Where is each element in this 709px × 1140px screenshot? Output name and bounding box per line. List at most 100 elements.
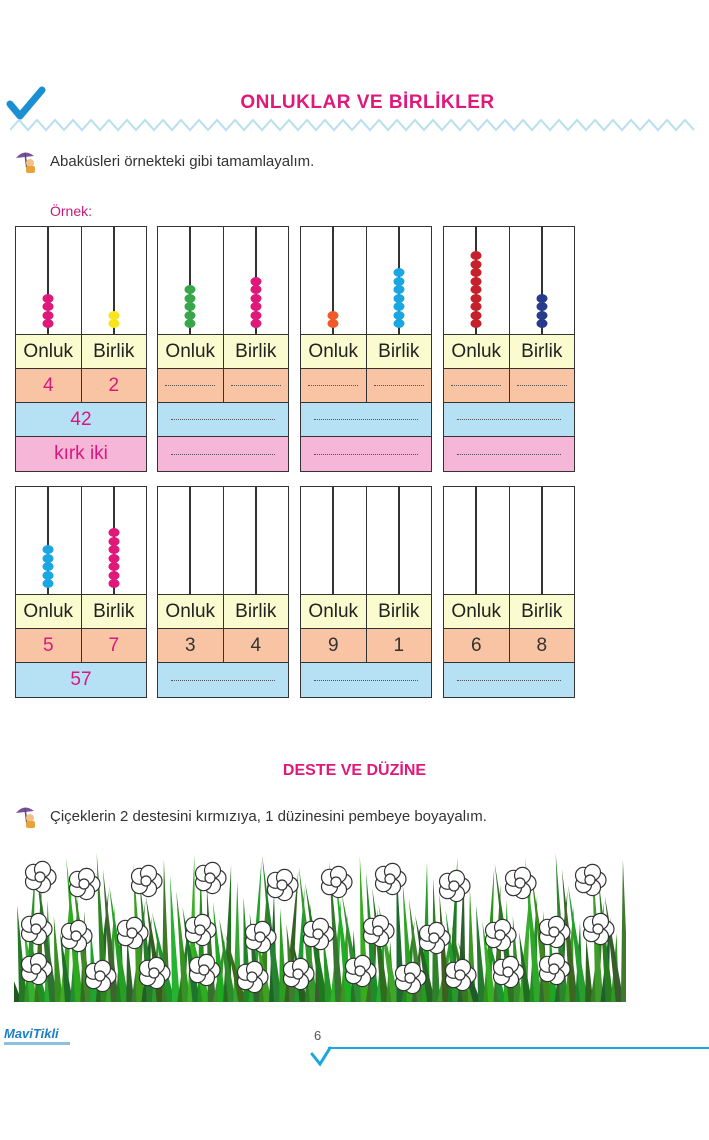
number-row[interactable] <box>158 403 288 437</box>
words-row[interactable] <box>158 437 288 471</box>
flower-icon <box>20 912 53 946</box>
onluk-label: Onluk <box>444 335 510 368</box>
ones-rod-area <box>367 487 432 594</box>
tens-bead <box>470 302 482 311</box>
place-value-labels: Onluk Birlik <box>301 595 431 629</box>
ones-bead <box>108 562 120 571</box>
number-row[interactable] <box>444 663 574 697</box>
ones-digit[interactable] <box>510 369 575 402</box>
instruction-text: Çiçeklerin 2 destesini kırmızıya, 1 düzi… <box>50 807 487 825</box>
grass-blade <box>126 938 135 1002</box>
answer-blank[interactable] <box>308 385 359 386</box>
grass-blade <box>102 869 119 1002</box>
tens-digit: 5 <box>16 629 82 662</box>
ones-digit[interactable] <box>224 369 289 402</box>
answer-blank[interactable] <box>451 385 502 386</box>
answer-blank[interactable] <box>314 679 418 681</box>
flower-icon <box>116 916 149 950</box>
grass-blade <box>170 875 181 1002</box>
answer-blank[interactable] <box>457 679 561 681</box>
birlik-label: Birlik <box>93 340 135 362</box>
number-row: 42 <box>16 403 146 437</box>
flower-icon <box>320 865 353 899</box>
tens-digit[interactable] <box>301 369 367 402</box>
tens-bead <box>470 310 482 320</box>
place-value-labels: Onluk Birlik <box>16 335 146 369</box>
place-value-labels: Onluk Birlik <box>444 595 574 629</box>
answer-blank[interactable] <box>171 679 275 681</box>
tens-digit: 9 <box>301 629 367 662</box>
answer-blank[interactable] <box>457 453 561 455</box>
ones-bead <box>393 268 405 277</box>
ones-bead <box>393 302 405 311</box>
ones-bead <box>393 276 405 286</box>
answer-blank[interactable] <box>230 385 281 386</box>
ones-digit: 4 <box>250 634 262 656</box>
flower-icon <box>362 914 395 948</box>
flower-icon <box>344 954 377 988</box>
flower-icon <box>130 864 163 898</box>
ones-digit[interactable] <box>367 369 432 402</box>
onluk-label: Onluk <box>158 335 224 368</box>
flower-icon <box>538 915 571 949</box>
answer-blank[interactable] <box>171 419 275 420</box>
tens-bead <box>42 579 54 588</box>
number-row[interactable] <box>301 663 431 697</box>
abacus-rods <box>16 227 146 335</box>
grass-blade <box>53 916 63 1002</box>
answer-blank[interactable] <box>165 385 216 386</box>
place-value-labels: Onluk Birlik <box>158 595 288 629</box>
tens-rod-area <box>301 227 367 334</box>
answer-blank[interactable] <box>516 385 567 386</box>
tens-bead <box>42 293 54 303</box>
instruction-flowers: Çiçeklerin 2 destesini kırmızıya, 1 düzi… <box>14 803 487 829</box>
grass-blade <box>585 938 594 1002</box>
number-row[interactable] <box>444 403 574 437</box>
ones-rod-area <box>224 227 289 334</box>
abacus-rods <box>16 487 146 595</box>
tens-rod-area <box>16 227 82 334</box>
ones-digit: 1 <box>393 634 405 656</box>
tens-bead <box>184 302 196 311</box>
tens-digit: 4 <box>16 369 82 402</box>
flower-field-image[interactable] <box>14 848 626 1002</box>
grass-blade <box>213 902 226 1002</box>
grass-blade <box>109 885 130 1002</box>
flower-icon <box>60 919 93 953</box>
ones-bead <box>250 293 262 303</box>
ones-rod <box>397 487 400 594</box>
ones-bead <box>536 310 548 320</box>
tens-rod-area <box>16 487 82 594</box>
tens-rod <box>475 487 478 594</box>
flower-icon <box>194 861 227 895</box>
answer-blank[interactable] <box>314 419 418 420</box>
birlik-label: Birlik <box>378 340 420 362</box>
tens-bead <box>470 285 482 294</box>
words-row[interactable] <box>444 437 574 471</box>
words-row[interactable] <box>301 437 431 471</box>
flower-icon <box>492 955 525 989</box>
page-number: 6 <box>314 1028 322 1043</box>
answer-blank[interactable] <box>171 453 275 455</box>
flower-icon <box>418 921 451 955</box>
tens-digit[interactable] <box>444 369 510 402</box>
grass-blade <box>60 932 73 1002</box>
flower-icon <box>582 912 615 946</box>
ones-rod-area <box>82 487 147 594</box>
answer-blank[interactable] <box>314 453 418 455</box>
grass-blade <box>219 918 237 1002</box>
answer-blank[interactable] <box>457 419 561 420</box>
ones-rod-area <box>224 487 289 594</box>
ones-bead <box>108 528 120 537</box>
answer-blank[interactable] <box>373 385 424 386</box>
tens-rod-area <box>444 487 510 594</box>
ones-rod <box>112 227 115 334</box>
tens-digit[interactable] <box>158 369 224 402</box>
number-row[interactable] <box>158 663 288 697</box>
number-row[interactable] <box>301 403 431 437</box>
abacus-2: Onluk Birlik <box>157 226 289 472</box>
tens-rod <box>189 227 192 334</box>
